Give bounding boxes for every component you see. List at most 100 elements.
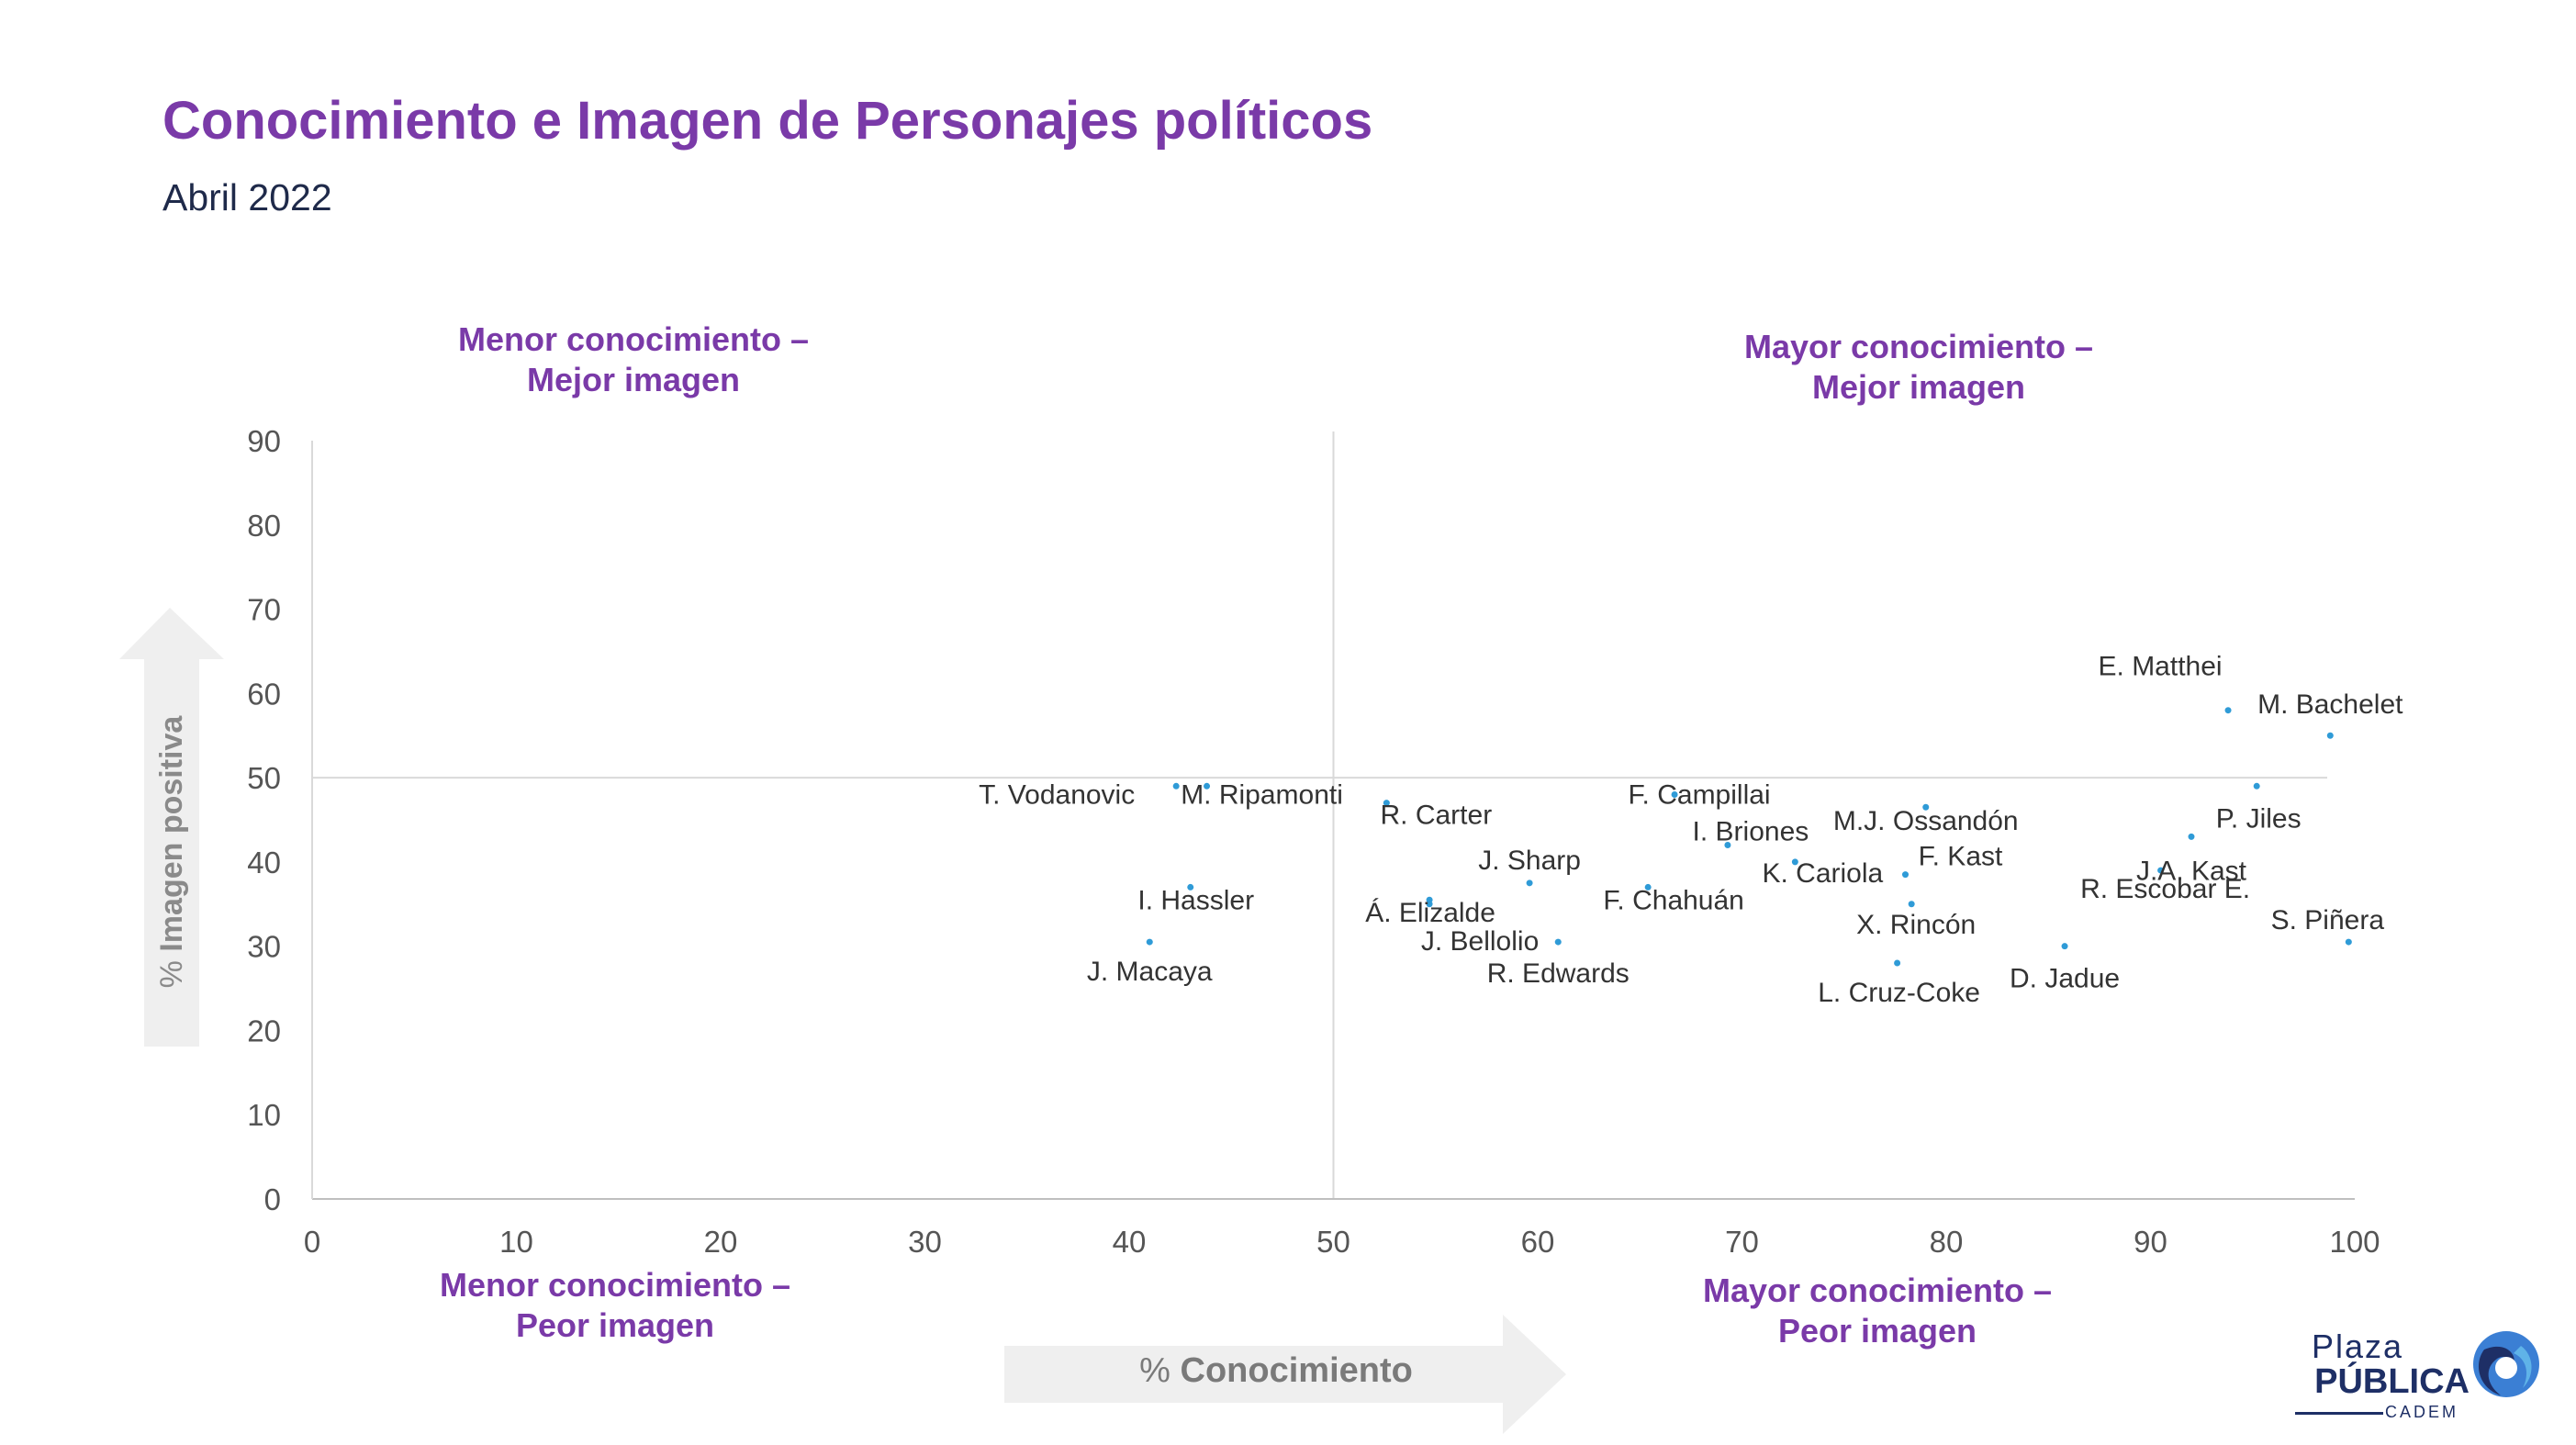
x-tick-label: 20: [704, 1225, 738, 1259]
point-label: J.A. Kast: [2136, 856, 2247, 886]
point-label: L. Cruz-Coke: [1818, 978, 1980, 1008]
data-point: [1791, 858, 1798, 866]
point-label: R. Carter: [1381, 801, 1493, 831]
page-subtitle: Abril 2022: [162, 176, 332, 218]
x-axis-title-prefix: %: [1139, 1351, 1170, 1390]
point-label: R. Escobar E.: [2080, 874, 2250, 904]
y-axis-title: % Imagen positiva: [154, 715, 189, 989]
data-point: [1894, 959, 1901, 967]
point-label: P. Jiles: [2216, 803, 2302, 834]
y-tick-label: 90: [247, 424, 281, 458]
x-axis-title: % Conocimiento: [1001, 1351, 1551, 1391]
quadrant-label-line: Peor imagen: [1777, 1312, 1977, 1350]
data-point: [1146, 938, 1153, 946]
point-label: M. Bachelet: [2257, 689, 2403, 720]
point-label: T. Vodanovic: [979, 779, 1135, 810]
y-tick-label: 80: [247, 509, 281, 543]
x-tick-label: 10: [499, 1225, 533, 1259]
quadrant-label-bottom-right: Mayor conocimiento – Peor imagen: [1666, 1271, 2089, 1351]
y-tick-label: 0: [264, 1182, 281, 1216]
quadrant-label-line: Menor conocimiento –: [457, 320, 810, 358]
data-point: [1172, 782, 1180, 790]
data-point: [1671, 790, 1678, 798]
y-tick-label: 20: [247, 1014, 281, 1047]
x-tick-label: 90: [2134, 1225, 2167, 1259]
point-label: Á. Elizalde: [1365, 898, 1495, 928]
data-point: [2326, 732, 2334, 739]
x-tick-label: 30: [908, 1225, 942, 1259]
x-tick-label: 100: [2329, 1225, 2380, 1259]
y-tick-label: 40: [247, 846, 281, 879]
point-label: E. Matthei: [2099, 652, 2223, 682]
point-label: I. Hassler: [1137, 885, 1254, 915]
quadrant-label-line: Peor imagen: [515, 1306, 715, 1344]
logo-text-cadem: CADEM: [2384, 1403, 2458, 1421]
logo-text-publica: PÚBLICA: [2314, 1362, 2470, 1401]
y-tick-label: 70: [247, 593, 281, 627]
quadrant-label-line: Mejor imagen: [526, 361, 741, 398]
x-tick-label: 50: [1316, 1225, 1350, 1259]
point-label: J. Bellolio: [1421, 926, 1539, 957]
data-point: [2345, 938, 2352, 946]
point-label: F. Chahuán: [1603, 885, 1743, 915]
logo-mark-icon: [2473, 1331, 2539, 1397]
y-axis-arrow: [119, 608, 224, 1047]
data-point: [1383, 800, 1390, 807]
point-label: M. Ripamonti: [1181, 779, 1343, 810]
y-tick-label: 30: [247, 930, 281, 964]
y-tick-label: 50: [247, 761, 281, 795]
y-tick-label: 10: [247, 1098, 281, 1132]
data-point: [1187, 883, 1194, 891]
x-tick-label: 0: [304, 1225, 320, 1259]
logo-text-plaza: Plaza: [2311, 1327, 2403, 1365]
x-tick-label: 60: [1521, 1225, 1555, 1259]
point-label: S. Piñera: [2271, 905, 2385, 935]
quadrant-label-top-left: Menor conocimiento – Mejor imagen: [422, 319, 845, 400]
point-label: J. Macaya: [1087, 957, 1213, 987]
quadrant-label-top-right: Mayor conocimiento – Mejor imagen: [1708, 327, 2130, 408]
point-label: F. Kast: [1919, 842, 2003, 872]
point-label: K. Cariola: [1762, 858, 1883, 889]
data-point: [2061, 943, 2068, 950]
axes: [311, 441, 2355, 1200]
point-label: D. Jadue: [2010, 964, 2120, 994]
x-axis-title-text: Conocimiento: [1180, 1351, 1413, 1390]
data-point: [1554, 938, 1562, 946]
quadrant-label-line: Mayor conocimiento –: [1702, 1271, 2053, 1309]
plaza-publica-cadem-logo: Plaza PÚBLICA CADEM: [2295, 1324, 2543, 1421]
x-tick-label: 40: [1113, 1225, 1147, 1259]
data-point: [2224, 707, 2232, 714]
data-point: [1644, 883, 1652, 891]
point-label: J. Sharp: [1478, 846, 1581, 876]
data-point: [1526, 879, 1533, 887]
point-label: I. Briones: [1693, 817, 1809, 847]
data-point: [1922, 803, 1930, 811]
tick-labels: 0 10 20 30 40 50 60 70 80 90 100 0 10 20 30 40 50 60 70 80 9…: [247, 424, 2380, 1259]
quadrant-label-line: Mejor imagen: [1811, 368, 2026, 406]
point-label: R. Edwards: [1487, 958, 1630, 989]
data-point: [1204, 782, 1211, 790]
quadrant-label-bottom-left: Menor conocimiento – Peor imagen: [404, 1265, 826, 1346]
y-tick-label: 60: [247, 677, 281, 711]
data-point: [1902, 871, 1909, 879]
logo-underline: [2295, 1412, 2383, 1415]
point-label: M.J. Ossandón: [1833, 806, 2019, 836]
point-label: F. Campillai: [1629, 779, 1771, 810]
reference-lines: [312, 431, 2327, 1199]
axis-arrows: [119, 608, 1566, 1434]
x-axis-arrow: [1004, 1315, 1566, 1434]
data-point: [1908, 901, 1915, 908]
data-point: [1426, 896, 1433, 903]
point-label: X. Rincón: [1856, 910, 1976, 940]
data-point: [2188, 833, 2195, 840]
page-title: Conocimiento e Imagen de Personajes polí…: [162, 91, 1373, 151]
x-tick-label: 80: [1930, 1225, 1964, 1259]
data-point: [2157, 867, 2165, 874]
data-points: [1146, 707, 2352, 967]
data-point: [1724, 842, 1731, 849]
quadrant-label-line: Mayor conocimiento –: [1743, 328, 2094, 365]
quadrant-label-line: Menor conocimiento –: [439, 1266, 791, 1304]
data-point: [2253, 782, 2260, 790]
